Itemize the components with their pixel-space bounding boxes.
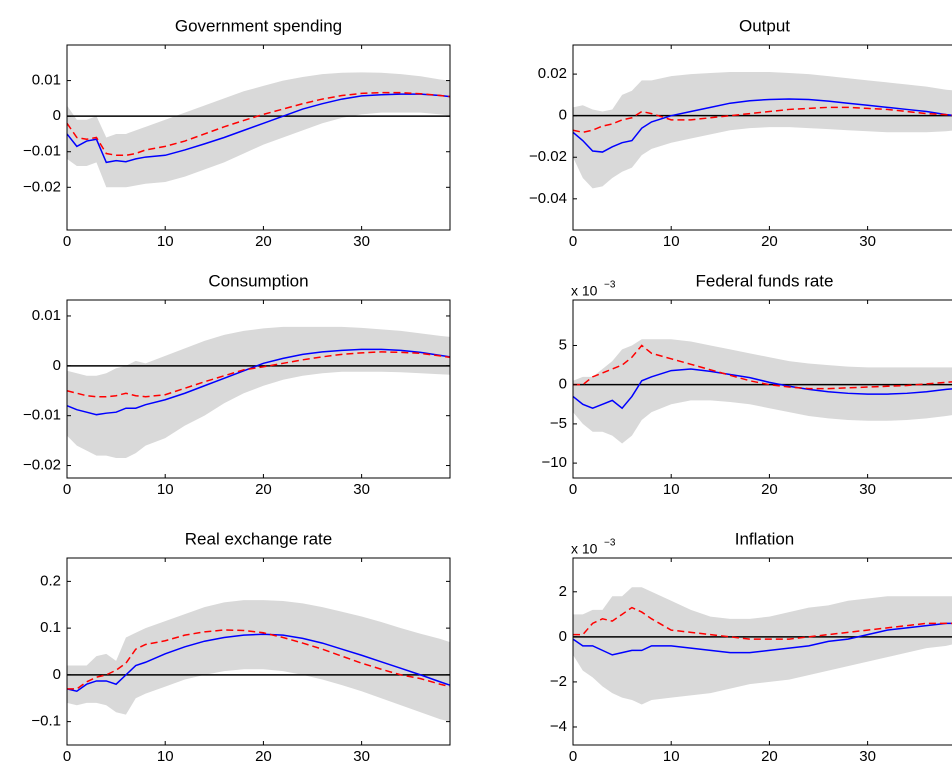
axes-box	[66, 44, 451, 231]
axes-box	[66, 557, 451, 746]
y-tick-label: −4	[550, 718, 567, 735]
axis-scale-label: x 10	[571, 541, 598, 557]
x-tick-label: 20	[761, 233, 778, 250]
y-tick-label: −0.02	[23, 457, 61, 474]
x-tick-label: 30	[353, 233, 370, 250]
x-tick-label: 20	[761, 748, 778, 765]
confidence-band	[67, 72, 450, 188]
y-tick-label: 0	[53, 107, 61, 124]
series-line	[572, 622, 952, 656]
x-tick-label: 10	[663, 233, 680, 250]
y-tick-label: 0	[559, 107, 567, 124]
x-tick-label: 10	[157, 481, 174, 498]
axis-scale-exponent: −3	[604, 280, 616, 291]
series-line	[66, 348, 451, 416]
series-line	[67, 629, 451, 690]
axis-scale-label: x 10	[571, 283, 598, 299]
x-tick-label: 0	[569, 481, 577, 498]
chart-title: Inflation	[735, 529, 795, 548]
chart-title: Real exchange rate	[185, 529, 332, 548]
axes-box	[572, 557, 952, 746]
x-tick-label: 20	[255, 481, 272, 498]
x-tick-label: 10	[157, 233, 174, 250]
y-tick-label: −0.02	[529, 148, 567, 165]
y-tick-label: −0.02	[23, 178, 61, 195]
y-tick-label: 0.1	[40, 619, 61, 636]
series-line	[66, 351, 451, 398]
y-tick-label: 2	[559, 583, 567, 600]
chart-title: Government spending	[175, 16, 342, 35]
y-tick-label: 5	[559, 336, 567, 353]
confidence-band	[573, 72, 952, 189]
y-tick-label: 0.01	[32, 307, 61, 324]
axes-box	[572, 299, 952, 479]
y-tick-label: 0.01	[32, 72, 61, 89]
x-tick-label: 0	[63, 233, 71, 250]
y-tick-label: −0.01	[23, 143, 61, 160]
series-line	[66, 633, 451, 693]
y-tick-label: −5	[550, 415, 567, 432]
chart-title: Output	[739, 16, 790, 35]
axes-box	[66, 299, 451, 479]
series-line	[572, 368, 952, 410]
y-tick-label: 0.02	[538, 65, 567, 82]
x-tick-label: 30	[859, 233, 876, 250]
confidence-band	[573, 339, 952, 444]
x-tick-label: 30	[859, 748, 876, 765]
chart-title: Consumption	[208, 271, 308, 290]
x-tick-label: 30	[859, 481, 876, 498]
y-tick-label: 0	[53, 666, 61, 683]
y-tick-label: −0.04	[529, 190, 567, 207]
x-tick-label: 20	[761, 481, 778, 498]
x-tick-label: 30	[353, 481, 370, 498]
x-tick-label: 0	[63, 748, 71, 765]
x-tick-label: 10	[157, 748, 174, 765]
y-tick-label: −10	[542, 454, 567, 471]
x-tick-label: 0	[569, 748, 577, 765]
y-tick-label: −0.01	[23, 407, 61, 424]
axes-box	[572, 44, 952, 231]
series-line	[66, 91, 451, 157]
x-tick-label: 30	[353, 748, 370, 765]
y-tick-label: −0.1	[31, 713, 61, 730]
x-tick-label: 10	[663, 481, 680, 498]
x-tick-label: 0	[63, 481, 71, 498]
axis-scale-exponent: −3	[604, 538, 616, 549]
x-tick-label: 20	[255, 233, 272, 250]
y-tick-label: −2	[550, 673, 567, 690]
confidence-band	[67, 326, 450, 459]
y-tick-label: 0	[559, 628, 567, 645]
x-tick-label: 10	[663, 748, 680, 765]
y-tick-label: 0.2	[40, 572, 61, 589]
chart-title: Federal funds rate	[696, 271, 834, 290]
series-line	[572, 98, 952, 153]
x-tick-label: 0	[569, 233, 577, 250]
series-line	[66, 93, 451, 164]
confidence-band	[573, 587, 952, 705]
y-tick-label: 0	[559, 376, 567, 393]
series-line	[573, 344, 952, 390]
series-line	[572, 106, 952, 134]
confidence-band	[67, 600, 450, 722]
x-tick-label: 20	[255, 748, 272, 765]
y-tick-label: 0	[53, 357, 61, 374]
series-line	[573, 606, 952, 640]
